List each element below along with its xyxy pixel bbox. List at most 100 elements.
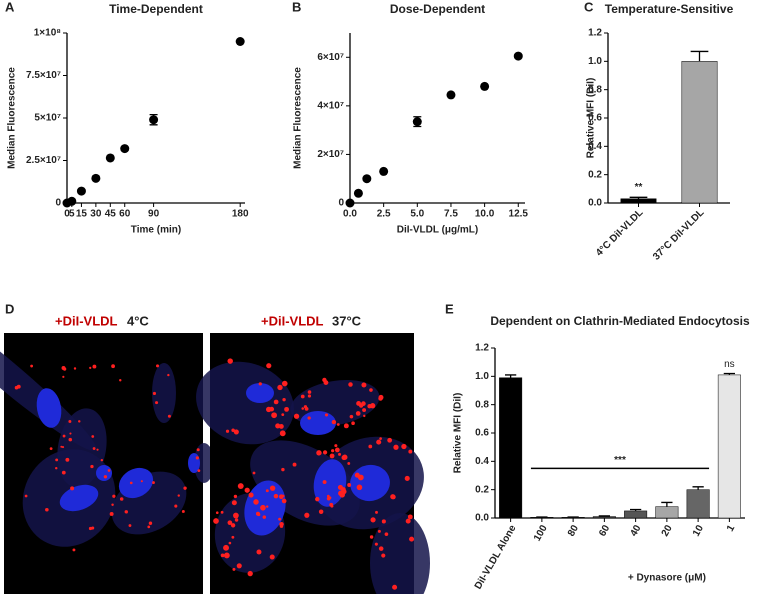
bar: [681, 61, 718, 204]
panel-letter: B: [292, 0, 301, 14]
dii-spot: [45, 507, 49, 512]
dii-spot: [111, 364, 115, 369]
x-tick-label: DiI-VLDL Alone: [473, 523, 519, 591]
point: [67, 196, 77, 206]
dii-spot: [392, 584, 398, 590]
dii-spot: [348, 382, 353, 387]
dii-spot: [322, 480, 327, 485]
dii-spot: [354, 472, 360, 478]
dii-spot: [293, 413, 300, 419]
dii-spot: [62, 434, 66, 438]
dii-spot: [362, 408, 367, 413]
y-tick-label: 2.5×10⁷: [26, 155, 61, 166]
dii-spot: [340, 487, 346, 492]
dii-spot: [215, 511, 219, 515]
nucleus: [300, 411, 336, 435]
dii-spot: [227, 520, 233, 526]
y-tick-label: 0.8: [588, 84, 602, 95]
dii-spot: [255, 511, 260, 516]
nucleus: [96, 465, 112, 481]
panel-letter: A: [5, 0, 15, 14]
y-tick-label: 1×10⁸: [34, 28, 62, 39]
dii-spot: [281, 413, 285, 417]
dii-spot: [292, 462, 297, 467]
dii-spot: [273, 493, 279, 499]
dii-spot: [152, 481, 155, 484]
dii-spot: [328, 496, 332, 500]
dii-spot: [49, 447, 53, 451]
dii-spot: [24, 494, 28, 498]
bar: [561, 517, 585, 519]
dii-spot: [266, 406, 272, 413]
dii-spot: [369, 388, 373, 392]
image-label: +DiI-VLDL: [55, 313, 118, 328]
bar: [592, 516, 616, 519]
dii-spot: [408, 449, 413, 454]
x-tick-label: 80: [566, 523, 581, 539]
significance: ns: [724, 359, 735, 370]
dii-spot: [278, 424, 284, 429]
dii-spot: [384, 532, 389, 536]
dii-spot: [231, 428, 235, 433]
point: [120, 144, 130, 154]
x-tick-label: 60: [119, 209, 131, 220]
x-tick-label: 0.0: [343, 209, 357, 220]
dii-spot: [318, 509, 324, 514]
x-tick-label: 7.5: [444, 209, 458, 220]
x-tick-label: 5.0: [410, 209, 424, 220]
dii-spot: [167, 414, 171, 418]
dii-spot: [379, 437, 382, 441]
dii-spot: [107, 469, 111, 472]
y-tick-label: 7.5×10⁷: [26, 70, 61, 81]
dii-spot: [228, 541, 232, 545]
dii-spot: [140, 480, 143, 483]
dii-spot: [265, 489, 269, 493]
dii-spot: [375, 510, 378, 514]
dii-spot: [174, 504, 178, 508]
x-tick-label: 10: [691, 523, 706, 539]
image-label: +DiI-VLDL: [261, 313, 324, 328]
x-tick-label: 0: [64, 209, 70, 220]
dii-spot: [271, 412, 277, 419]
point: [412, 117, 422, 127]
y-tick-label: 0.0: [588, 198, 602, 209]
dii-spot: [401, 443, 407, 450]
dii-spot: [92, 447, 96, 450]
nucleus: [350, 464, 390, 502]
x-tick-label: 90: [148, 209, 160, 220]
dii-spot: [381, 519, 386, 524]
dii-spot: [374, 542, 378, 546]
dii-spot: [256, 549, 262, 555]
bar: [620, 198, 657, 204]
dii-spot: [338, 452, 342, 456]
point: [345, 198, 355, 208]
dii-spot: [323, 380, 329, 385]
y-axis-label: Relative MFI (DiI): [586, 78, 597, 159]
dii-spot: [387, 437, 393, 443]
dii-spot: [152, 391, 157, 396]
dii-spot: [363, 414, 366, 418]
dii-spot: [343, 423, 349, 429]
point: [353, 188, 363, 198]
dii-spot: [233, 512, 239, 519]
dii-spot: [404, 475, 410, 481]
dii-spot: [281, 380, 288, 387]
dii-spot: [324, 413, 329, 417]
dii-spot: [55, 458, 59, 462]
dii-spot: [96, 448, 99, 451]
dii-spot: [167, 373, 170, 377]
point: [105, 153, 115, 163]
point: [446, 90, 456, 100]
dii-spot: [334, 447, 340, 453]
y-axis-label: Median Fluorescence: [7, 67, 18, 169]
dii-spot: [329, 453, 335, 459]
x-tick-label: 12.5: [509, 209, 529, 220]
cell: [196, 361, 294, 445]
dii-spot: [70, 486, 75, 491]
dii-spot: [103, 475, 108, 479]
dii-spot: [277, 384, 283, 391]
dii-spot: [307, 390, 312, 394]
y-tick-label: 0: [338, 198, 344, 209]
dii-spot: [181, 509, 185, 513]
chart-title: Time-Dependent: [109, 2, 203, 16]
